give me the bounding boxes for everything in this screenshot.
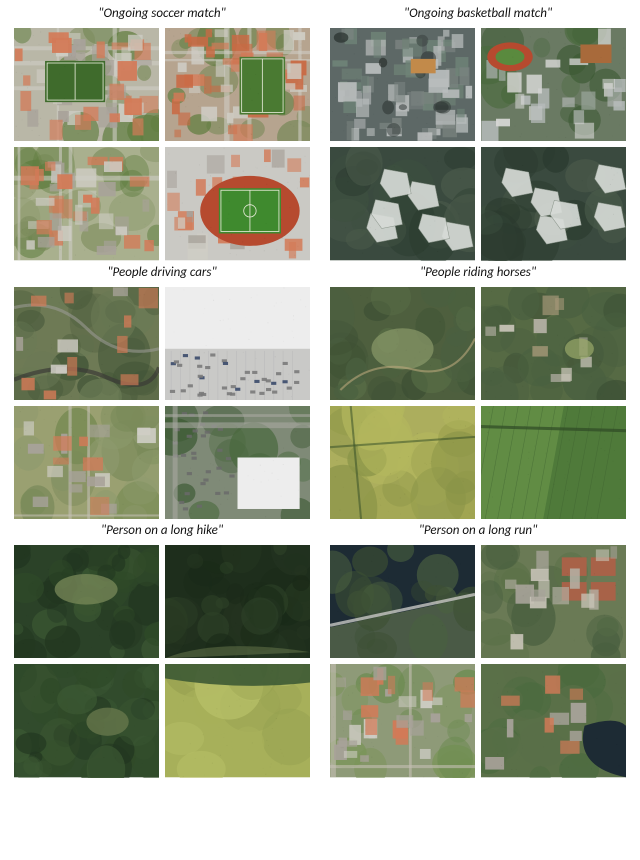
tile [14,406,159,519]
caption: "People riding horses" [330,265,626,283]
row-2: "People driving cars" "People riding hor… [14,265,626,520]
tile [330,147,475,260]
tile [481,287,626,400]
caption: "Ongoing soccer match" [14,6,310,24]
block-horses: "People riding horses" [330,265,626,520]
tile [330,28,475,141]
tile [330,406,475,519]
caption: "People driving cars" [14,265,310,283]
tile [14,545,159,658]
caption: "Person on a long hike" [14,523,310,541]
tile [14,28,159,141]
tile [165,406,310,519]
block-run: "Person on a long run" [330,523,626,778]
tile [165,545,310,658]
grid [330,28,626,261]
tile [481,147,626,260]
tile [14,147,159,260]
row-3: "Person on a long hike" "Person on a lon… [14,523,626,778]
tile [330,287,475,400]
tile [330,545,475,658]
row-1: "Ongoing soccer match" "Ongoing basketba… [14,6,626,261]
caption: "Ongoing basketball match" [330,6,626,24]
tile [165,147,310,260]
grid [14,545,310,778]
tile [481,406,626,519]
caption: "Person on a long run" [330,523,626,541]
block-cars: "People driving cars" [14,265,310,520]
tile [481,545,626,658]
block-basketball: "Ongoing basketball match" [330,6,626,261]
tile [165,287,310,400]
block-soccer: "Ongoing soccer match" [14,6,310,261]
grid [14,287,310,520]
tile [165,664,310,777]
tile [481,664,626,777]
tile [481,28,626,141]
tile [330,664,475,777]
tile [14,287,159,400]
grid [14,28,310,261]
grid [330,545,626,778]
tile [165,28,310,141]
block-hike: "Person on a long hike" [14,523,310,778]
tile [14,664,159,777]
grid [330,287,626,520]
